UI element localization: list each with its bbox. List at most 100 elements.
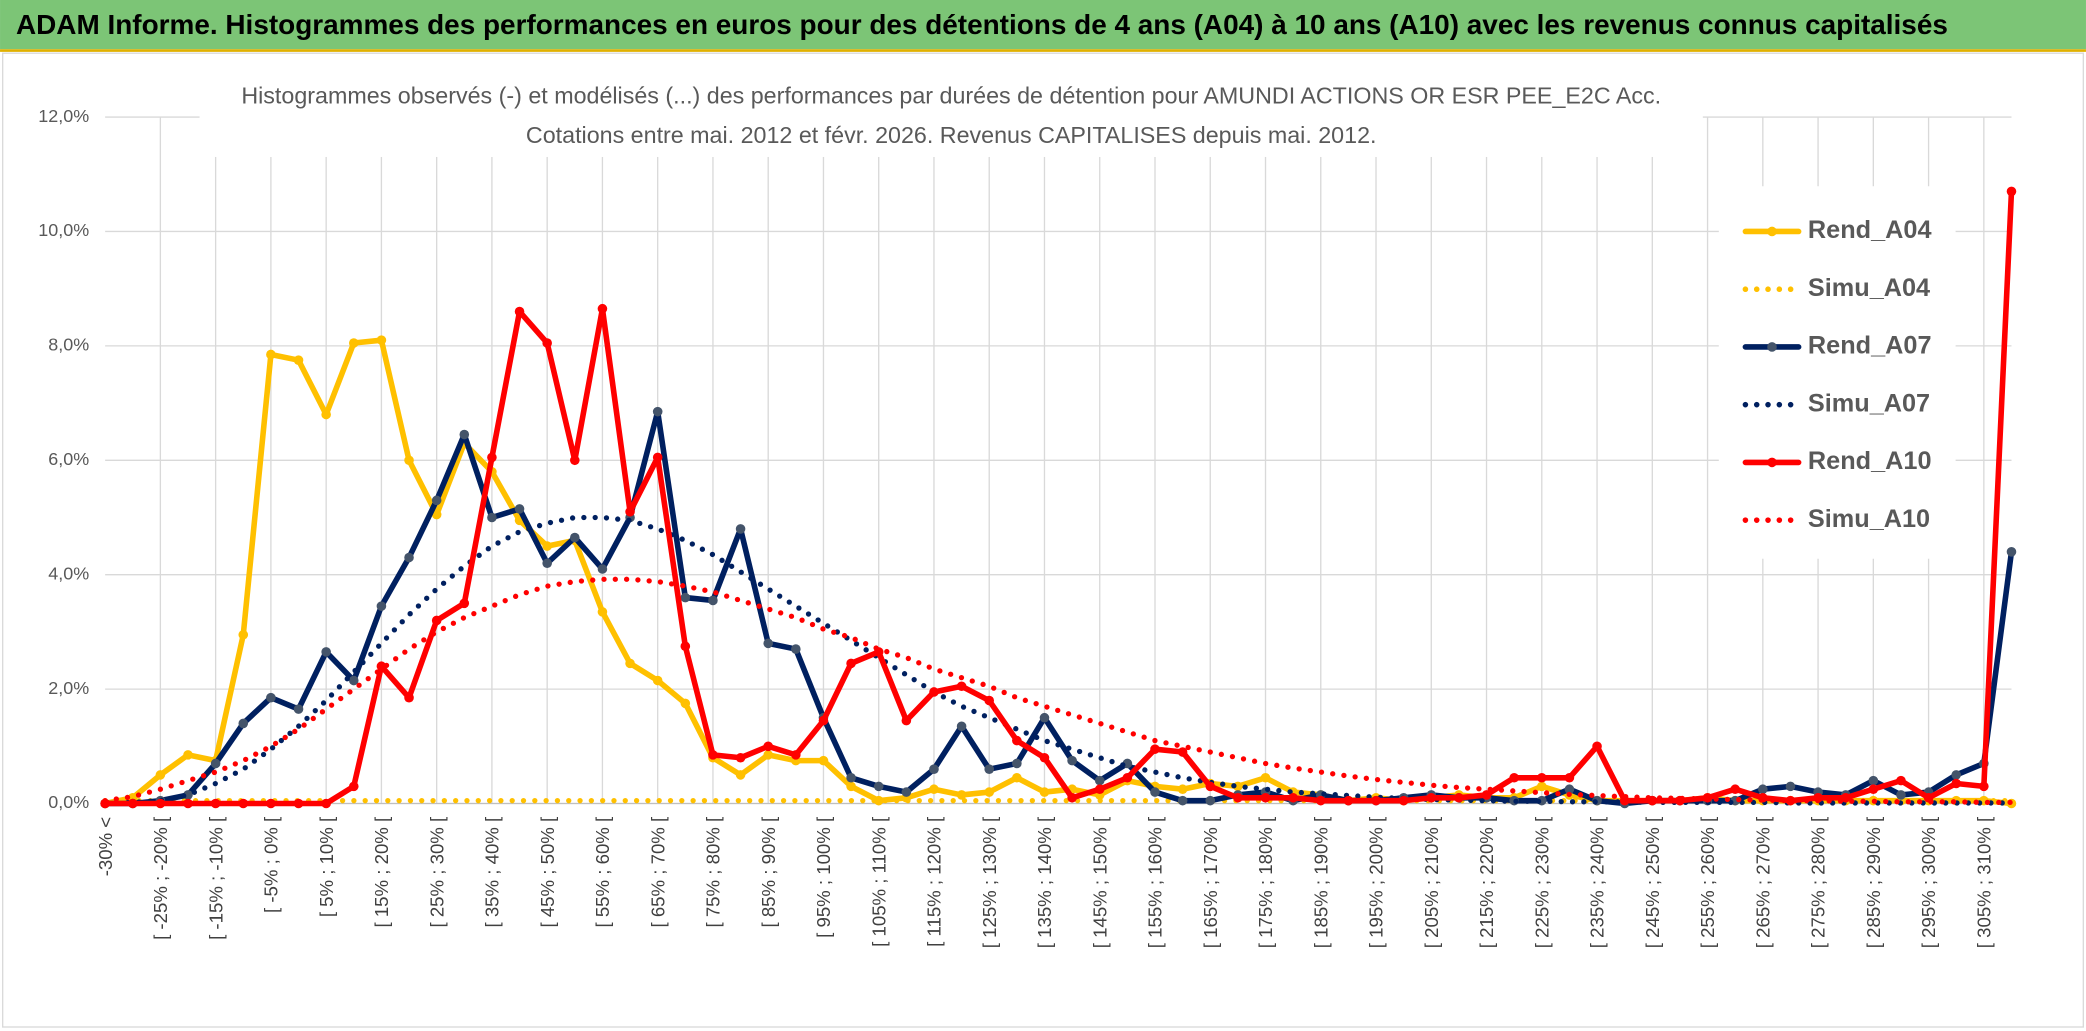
data-point xyxy=(431,495,442,506)
data-point xyxy=(652,406,663,417)
data-point xyxy=(404,552,414,563)
data-point xyxy=(155,798,166,809)
data-point xyxy=(791,750,801,760)
chart-title: Histogrammes observés (-) et modélisés (… xyxy=(241,82,1661,108)
data-point xyxy=(901,787,912,797)
data-point xyxy=(818,715,829,726)
x-tick-label: [ 195% ; 200% [ xyxy=(1366,816,1387,948)
data-point xyxy=(514,504,525,514)
data-point xyxy=(1896,790,1906,800)
x-tick-label: [ 25% ; 30% [ xyxy=(426,816,447,928)
data-point xyxy=(763,638,773,649)
data-point xyxy=(1150,744,1160,754)
data-point xyxy=(1564,784,1575,795)
data-point xyxy=(210,758,221,769)
data-point xyxy=(652,675,663,686)
data-point xyxy=(763,750,773,760)
data-point xyxy=(1840,793,1851,803)
data-point xyxy=(1398,795,1409,806)
legend-background xyxy=(1718,186,1956,559)
data-point xyxy=(1868,784,1879,795)
model-line xyxy=(102,514,2015,807)
data-point xyxy=(1426,793,1437,803)
x-tick-label: [ 65% ; 70% [ xyxy=(647,816,668,928)
data-point xyxy=(846,781,856,792)
data-point xyxy=(1067,793,1077,803)
y-tick-label: 6,0% xyxy=(48,449,89,469)
data-point xyxy=(1951,770,1962,780)
data-point xyxy=(514,306,525,317)
x-tick-label: [ 285% ; 290% [ xyxy=(1863,816,1884,948)
data-point xyxy=(956,681,967,692)
title-background xyxy=(199,77,1703,157)
data-point xyxy=(2006,186,2017,197)
x-tick-label: [ 295% ; 300% [ xyxy=(1918,816,1939,948)
data-point xyxy=(155,770,166,780)
data-point xyxy=(1454,793,1464,803)
data-point xyxy=(2006,547,2017,557)
y-tick-label: 2,0% xyxy=(48,678,89,698)
legend-label: Rend_A04 xyxy=(1808,216,1932,244)
x-tick-label: [ 255% ; 260% [ xyxy=(1697,816,1718,948)
data-point xyxy=(293,798,304,809)
x-tick-label: [ 185% ; 190% [ xyxy=(1310,816,1331,948)
data-point xyxy=(929,764,939,774)
data-point xyxy=(431,615,442,626)
data-point xyxy=(570,455,580,466)
data-point xyxy=(1371,795,1381,806)
data-point xyxy=(570,532,580,543)
data-point xyxy=(597,303,608,314)
data-point xyxy=(1067,755,1077,766)
data-point xyxy=(873,795,884,806)
data-point xyxy=(459,429,470,440)
data-point xyxy=(846,658,856,669)
data-point xyxy=(625,506,635,517)
data-point xyxy=(984,695,995,706)
data-point xyxy=(1785,795,1796,806)
data-point xyxy=(1896,775,1906,786)
data-point xyxy=(404,455,414,466)
data-point xyxy=(1039,787,1050,797)
data-point xyxy=(1509,772,1519,783)
x-tick-label: [ -25% ; -20% [ xyxy=(150,816,171,940)
legend-label: Rend_A07 xyxy=(1808,332,1932,360)
legend-label: Simu_A10 xyxy=(1808,505,1930,533)
data-point xyxy=(127,798,138,809)
data-point xyxy=(1177,784,1188,795)
x-tick-label: [ 265% ; 270% [ xyxy=(1752,816,1773,948)
legend-marker xyxy=(1767,342,1777,352)
data-point xyxy=(542,541,552,551)
x-tick-label: [ 115% ; 120% [ xyxy=(924,816,945,947)
chart-frame xyxy=(2,52,2084,1028)
data-point xyxy=(873,781,884,792)
data-point xyxy=(266,349,276,360)
x-tick-label: [ 105% ; 110% [ xyxy=(868,816,889,947)
data-point xyxy=(1012,758,1022,769)
legend: Rend_A04 Simu_A04 Rend_A07 Simu_A07 Rend_A10… xyxy=(1742,216,1932,533)
data-point xyxy=(348,781,359,792)
legend-marker xyxy=(1767,457,1777,468)
header-band xyxy=(0,0,2086,50)
data-point xyxy=(735,770,746,780)
x-tick-label: [ -5% ; 0% [ xyxy=(261,816,282,913)
data-point xyxy=(1288,793,1298,803)
x-tick-label: [ 15% ; 20% [ xyxy=(371,816,392,928)
data-point xyxy=(348,675,359,686)
data-point xyxy=(1868,775,1879,786)
legend-label: Rend_A10 xyxy=(1808,447,1932,475)
data-point xyxy=(542,338,552,348)
data-point xyxy=(984,787,995,797)
x-tick-label: [ 35% ; 40% [ xyxy=(482,816,503,928)
data-point xyxy=(708,595,718,606)
data-point xyxy=(1122,772,1133,783)
data-point xyxy=(183,750,193,760)
data-point xyxy=(680,641,691,651)
data-point xyxy=(210,798,221,809)
data-point xyxy=(1177,747,1188,757)
data-point xyxy=(1979,781,1989,792)
data-point xyxy=(818,755,829,766)
data-point xyxy=(238,798,249,809)
chart-subtitle: Cotations entre mai. 2012 et févr. 2026.… xyxy=(526,122,1377,148)
data-point xyxy=(597,607,608,617)
